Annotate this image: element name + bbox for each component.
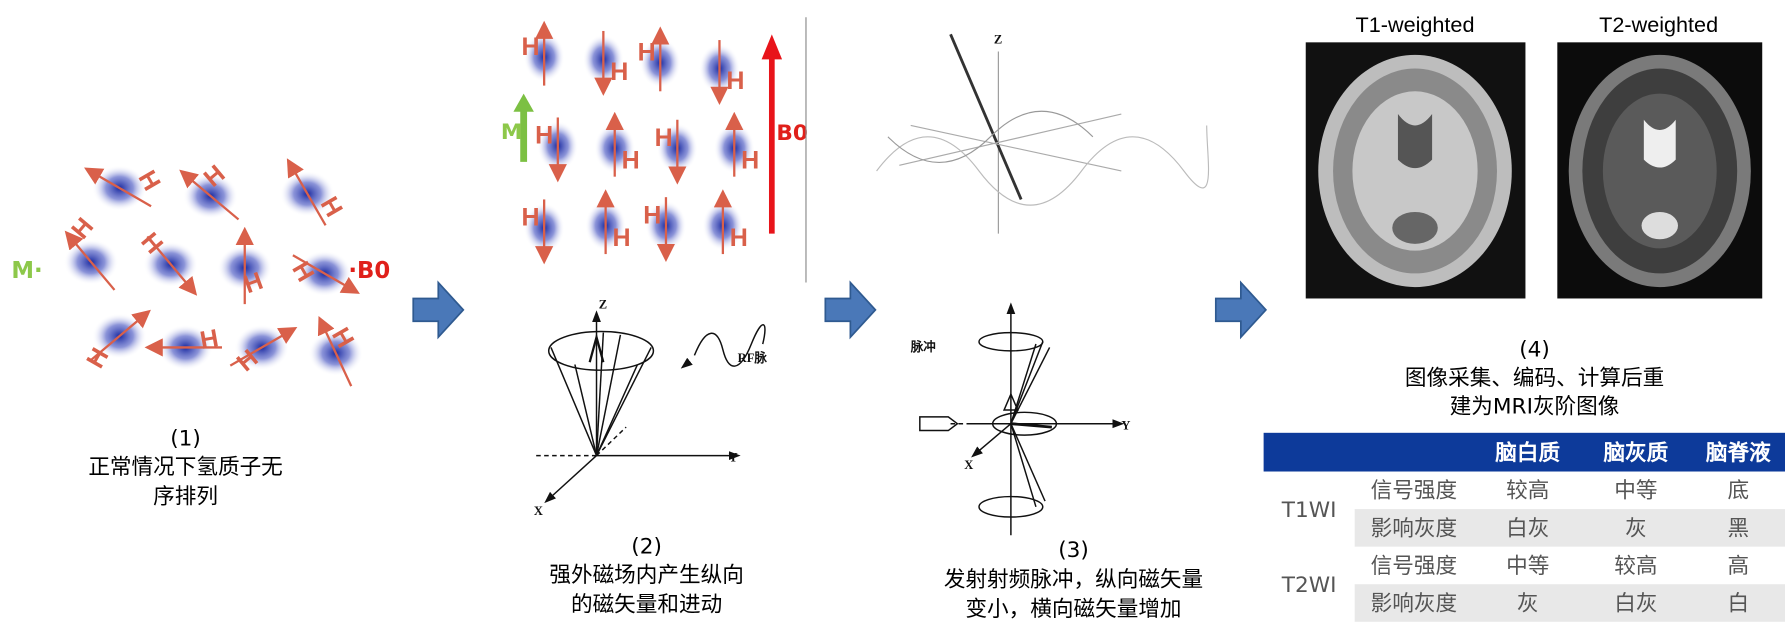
spin-arrow	[286, 158, 327, 226]
proton-label: H	[643, 201, 661, 229]
row-bg	[1354, 509, 1785, 547]
caption: 图像采集、编码、计算后重	[1405, 366, 1664, 391]
cell: 白	[1728, 591, 1750, 616]
column-header: 脑脊液	[1706, 440, 1771, 466]
image-title: T2-weighted	[1599, 12, 1718, 37]
proton-label: H	[638, 39, 656, 67]
axis-label: Y	[1121, 418, 1130, 432]
image-title: T1-weighted	[1356, 12, 1475, 37]
caption: 变小，横向磁矢量增加	[965, 597, 1181, 622]
cell: 白灰	[1506, 516, 1549, 541]
spin-arrow	[179, 169, 240, 221]
cell: 中等	[1614, 479, 1657, 504]
cell: 信号强度	[1371, 479, 1457, 504]
pulse-label: 脉冲	[910, 339, 936, 354]
axis-label: X	[534, 504, 543, 518]
proton-label: H	[655, 124, 673, 152]
spin-arrow	[146, 235, 198, 296]
cell: 影响灰度	[1371, 516, 1457, 541]
flow-arrows	[412, 280, 1268, 340]
axis-label: Z	[994, 32, 1002, 46]
mri-images	[1305, 42, 1763, 299]
row-bg	[1354, 584, 1785, 622]
b0-label: ·B0	[348, 258, 390, 284]
caption-number: (3)	[1058, 538, 1089, 563]
proton-label: H	[521, 204, 539, 232]
axis-label: Z	[599, 298, 607, 312]
caption: 序排列	[153, 484, 218, 509]
cell: 黑	[1728, 516, 1750, 541]
cell: 灰	[1517, 591, 1539, 616]
caption: 建为MRI灰阶图像	[1450, 394, 1620, 419]
cell: 中等	[1506, 554, 1549, 579]
proton-label: H	[521, 33, 539, 61]
spin-arrow	[229, 326, 298, 367]
wave-diagram	[876, 33, 1210, 234]
precession-diagram	[535, 310, 766, 504]
proton-label: H	[741, 147, 759, 175]
row-group: T1WI	[1281, 498, 1337, 523]
spin-arrow	[292, 254, 360, 294]
rf-label: RF脉	[738, 350, 768, 365]
caption: 发射射频脉冲，纵向磁矢量	[944, 567, 1203, 592]
caption: 强外磁场内产生纵向	[549, 563, 743, 588]
proton-label: H	[613, 224, 631, 252]
m-label: M·	[11, 258, 42, 284]
spin-arrow	[317, 315, 353, 387]
cell: 高	[1728, 554, 1750, 579]
caption-number: (4)	[1519, 338, 1550, 363]
caption-number: (2)	[631, 534, 662, 559]
spin-arrow	[90, 309, 151, 361]
proton-label: H	[622, 147, 640, 175]
cell: 灰	[1625, 516, 1647, 541]
caption-number: (1)	[170, 426, 201, 451]
cell: 白灰	[1614, 591, 1657, 616]
row-group: T2WI	[1281, 573, 1337, 598]
table: 脑白质 脑灰质 脑脊液T1WI信号强度 较高 中等 底影响灰度 白灰灰黑T2WI信号强度 中等…	[1263, 432, 1785, 622]
spin-arrow	[84, 167, 152, 208]
cell: 较高	[1506, 479, 1549, 504]
column-header: 脑灰质	[1603, 440, 1668, 466]
caption: 正常情况下氢质子无	[88, 455, 282, 480]
axis-label: Y	[729, 450, 738, 464]
proton-label: H	[535, 122, 553, 150]
proton-label: H	[198, 324, 221, 355]
proton-label: H	[610, 58, 628, 86]
m-label: M	[501, 120, 523, 145]
b0-label: B0	[776, 121, 808, 146]
proton-label: H	[730, 224, 748, 252]
axis-label: X	[964, 458, 973, 472]
spin-arrow	[64, 230, 116, 291]
column-header: 脑白质	[1495, 440, 1560, 466]
cell: 底	[1728, 479, 1750, 504]
proton-label: H	[726, 67, 744, 95]
cell: 较高	[1614, 554, 1657, 579]
caption: 的磁矢量和进动	[571, 593, 722, 618]
table-header	[1263, 432, 1785, 472]
rf-pulse-diagram	[919, 302, 1125, 536]
cell: 信号强度	[1371, 554, 1457, 579]
cell: 影响灰度	[1371, 591, 1457, 616]
